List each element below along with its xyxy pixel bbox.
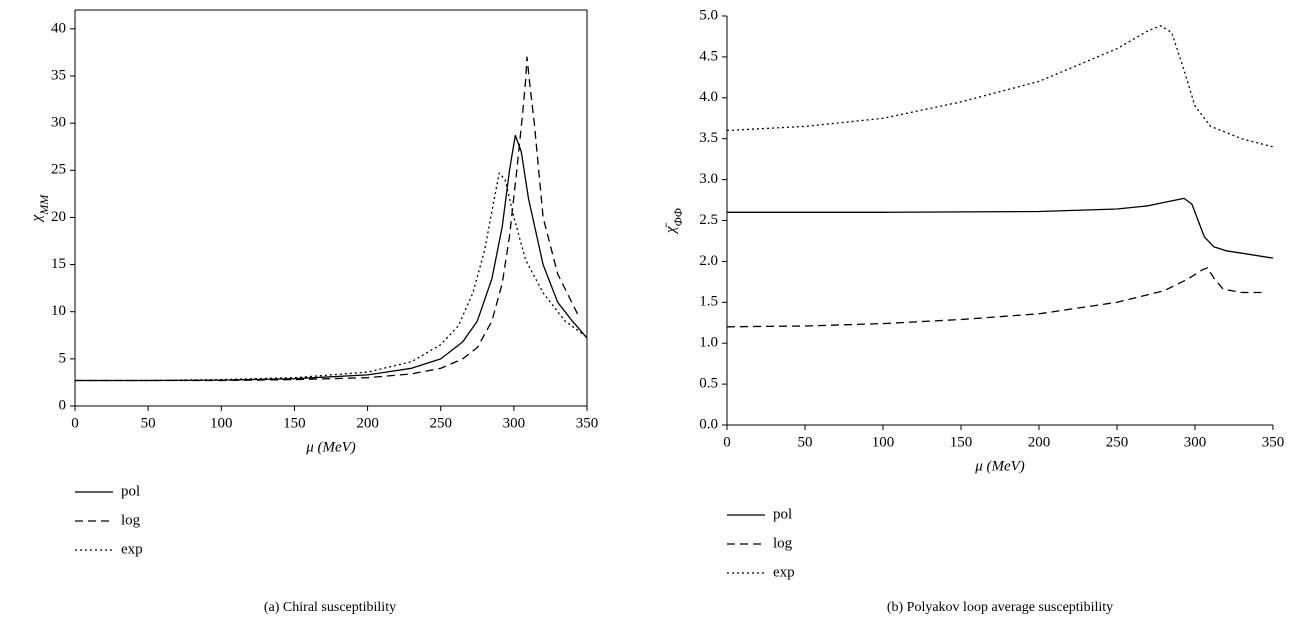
y-tick-label: 15: [51, 256, 66, 272]
y-tick-label: 1.0: [699, 335, 718, 351]
x-tick-label: 200: [356, 415, 379, 431]
y-tick-label: 0.5: [699, 376, 718, 392]
x-tick-label: 100: [872, 434, 895, 450]
subplot: 0 50 100 150 200 250 300 350 0 5 10 15 20 25 30 35 40 μ (…: [29, 9, 599, 615]
x-tick-label: 50: [798, 434, 813, 450]
y-tick-label: 4.0: [699, 89, 718, 105]
x-tick-label: 250: [429, 415, 452, 431]
x-tick-label: 350: [1262, 434, 1285, 450]
legend-label: exp: [121, 541, 143, 557]
x-tick-label: 200: [1028, 434, 1051, 450]
series-line: [75, 56, 581, 382]
y-tick-label: 3.5: [699, 130, 718, 146]
y-tick-label: 35: [51, 67, 66, 83]
x-tick-label: 300: [1184, 434, 1207, 450]
x-tick-label: 0: [723, 434, 731, 450]
caption: (b) Polyakov loop average susceptibility: [887, 600, 1113, 615]
legend-label: exp: [773, 564, 795, 580]
y-axis-label: χMM: [29, 194, 50, 224]
x-axis-label: μ (MeV): [305, 439, 356, 455]
x-tick-label: 350: [576, 415, 599, 431]
y-tick-label: 5.0: [699, 7, 718, 23]
series-line: [726, 267, 1266, 328]
y-axis-symbol: χ: [29, 214, 45, 223]
caption: (a) Chiral susceptibility: [264, 600, 396, 615]
y-tick-label: 2.5: [699, 212, 718, 228]
x-tick-label: 50: [141, 415, 156, 431]
y-tick-label: 2.0: [699, 253, 718, 269]
x-tick-label: 100: [210, 415, 233, 431]
x-tick-label: 150: [950, 434, 973, 450]
y-axis-subscript: MM: [37, 194, 51, 216]
x-tick-label: 300: [503, 415, 526, 431]
series-line: [726, 25, 1274, 148]
x-tick-label: 250: [1106, 434, 1129, 450]
y-axis-label: χ̄ΦΦ: [663, 208, 684, 235]
y-axis-subscript: ΦΦ: [671, 208, 685, 226]
y-tick-label: 3.0: [699, 171, 718, 187]
x-axis-label: μ (MeV): [974, 458, 1025, 474]
series-line: [75, 134, 588, 382]
legend-label: pol: [121, 483, 140, 499]
y-tick-label: 5: [59, 350, 67, 366]
legend-label: pol: [773, 506, 792, 522]
legend-label: log: [121, 512, 141, 528]
y-tick-label: 1.5: [699, 294, 718, 310]
y-tick-label: 4.5: [699, 48, 718, 64]
y-tick-label: 10: [51, 303, 66, 319]
subplot: 0 50 100 150 200 250 300 350 0.0 0.5 1.0 1.5 2.0 2.5 3…: [663, 7, 1284, 615]
y-tick-label: 25: [51, 162, 66, 178]
y-tick-label: 20: [51, 209, 66, 225]
series-line: [727, 197, 1274, 259]
y-tick-label: 0.0: [699, 416, 718, 432]
y-tick-label: 30: [51, 115, 66, 131]
series-line: [75, 172, 588, 382]
y-tick-label: 40: [51, 20, 66, 36]
x-tick-label: 150: [283, 415, 306, 431]
y-tick-label: 0: [59, 397, 67, 413]
legend-label: log: [773, 535, 793, 551]
x-tick-label: 0: [71, 415, 79, 431]
